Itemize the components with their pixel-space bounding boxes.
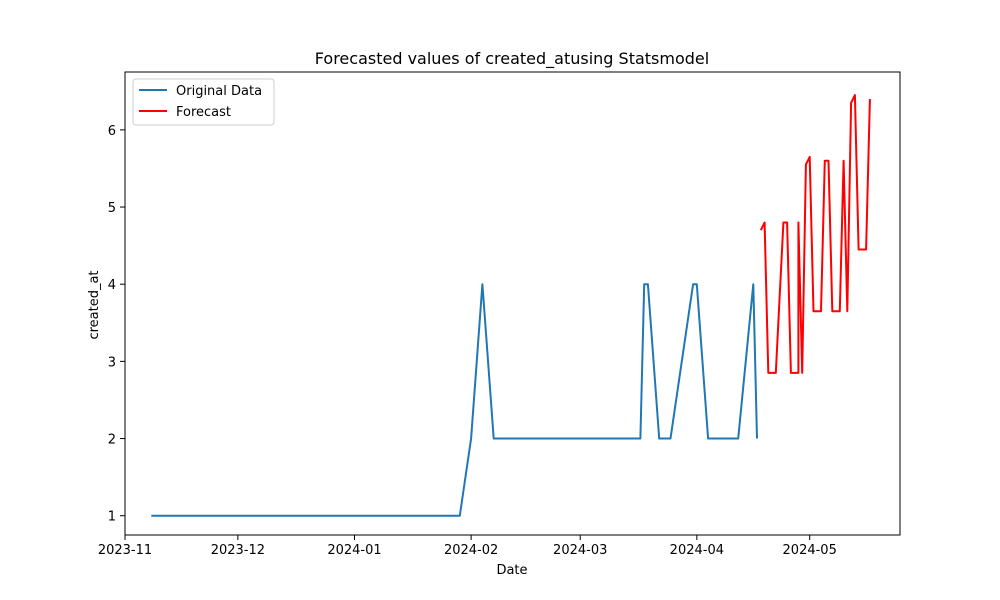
plot-frame [124, 71, 901, 536]
series-group [151, 94, 871, 517]
y-axis: 1 2 3 4 5 6 [108, 124, 125, 525]
chart-title: Forecasted values of created_atusing Sta… [315, 49, 709, 69]
x-axis: 2023-11 2023-12 2024-01 2024-02 2024-03 2024-… [98, 535, 837, 558]
y-tick-label: 1 [108, 510, 116, 525]
series-line-original-data [151, 283, 758, 517]
x-tick-label: 2024-02 [444, 543, 498, 558]
y-tick-label: 5 [108, 201, 116, 216]
legend: Original Data Forecast [132, 78, 275, 126]
x-tick-label: 2024-05 [783, 543, 837, 558]
y-tick-label: 4 [108, 278, 116, 293]
x-tick-label: 2023-11 [98, 543, 152, 558]
series-line-forecast [759, 94, 871, 374]
legend-box [132, 78, 275, 126]
x-axis-label: Date [496, 563, 527, 578]
y-tick-label: 2 [108, 433, 116, 448]
x-tick-label: 2024-04 [670, 543, 724, 558]
y-axis-label: created_at [87, 270, 102, 339]
x-tick-label: 2024-01 [327, 543, 381, 558]
plot-area [124, 71, 901, 536]
x-tick-label: 2024-03 [553, 543, 607, 558]
y-tick-label: 6 [108, 124, 116, 139]
y-tick-label: 3 [108, 355, 116, 370]
legend-label-original-data: Original Data [176, 84, 262, 99]
legend-label-forecast: Forecast [176, 105, 231, 120]
x-tick-label: 2023-12 [211, 543, 265, 558]
